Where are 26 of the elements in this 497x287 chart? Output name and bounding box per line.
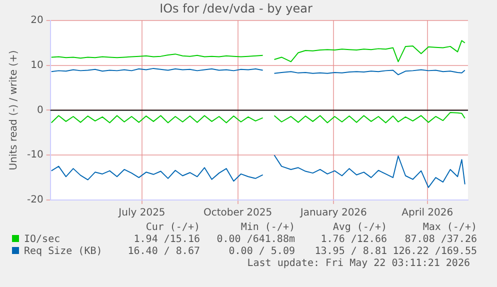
text: 0.00 /641.88m xyxy=(216,234,295,246)
x-tick-label: April 2026 xyxy=(402,208,454,219)
y-tick-label: -10 xyxy=(26,150,44,161)
text: Avg (-/+) xyxy=(332,222,387,234)
x-tick-label: January 2026 xyxy=(299,208,367,219)
text: Min (-/+) xyxy=(240,222,295,234)
text: 16.40 / 8.67 xyxy=(126,246,200,258)
text: 1.76 /12.66 xyxy=(320,234,387,246)
y-axis-title: Units read (-) / write (+) xyxy=(8,50,20,170)
y-tick-label: 10 xyxy=(30,60,44,71)
text: 126.22 /169.55 xyxy=(392,246,477,258)
text: 1.94 /15.16 xyxy=(132,234,200,246)
text: 87.08 /37.26 xyxy=(404,234,477,246)
y-tick-label: 20 xyxy=(30,14,44,26)
legend-label: Req Size (KB) xyxy=(23,246,104,258)
text: 0.00 / 5.09 xyxy=(228,246,295,258)
text: Last update: Fri May 22 03:11:21 2026 xyxy=(246,258,471,270)
x-tick-label: October 2025 xyxy=(203,208,272,219)
y-tick-label: 0 xyxy=(36,104,44,116)
text: Cur (-/+) xyxy=(144,222,200,234)
y-tick-label: -20 xyxy=(26,194,44,206)
text: 13.95 / 8.81 xyxy=(314,246,387,258)
text: Max (-/+) xyxy=(422,222,477,234)
legend-label: IO/sec xyxy=(23,234,62,246)
chart-title: IOs for /dev/vda - by year xyxy=(160,1,313,16)
x-tick-label: July 2025 xyxy=(118,208,166,219)
